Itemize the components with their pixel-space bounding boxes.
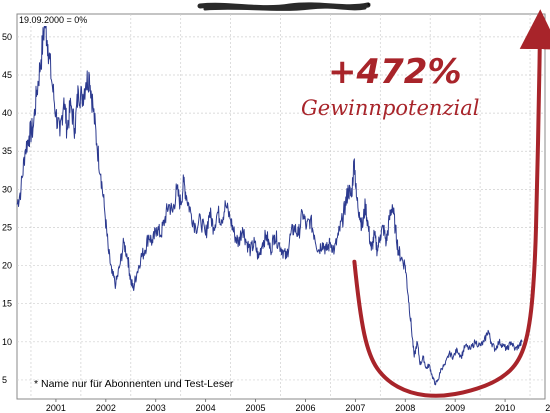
y-tick-label: 45	[2, 70, 12, 80]
base-label: 19.09.2000 = 0%	[19, 15, 87, 25]
redacted-title: *	[197, 1, 371, 11]
x-axis-ticks: 2001 2002 2003 2004 2005 2006 2007 2008 2009 2010…	[46, 399, 550, 413]
annotation	[352, 9, 550, 398]
y-tick-label: 15	[2, 299, 12, 309]
plot-area	[16, 13, 546, 400]
x-tick-label: 2006	[295, 403, 315, 413]
x-tick-label: 2009	[445, 403, 465, 413]
y-tick-label: 40	[2, 108, 12, 118]
redaction-scribble-2	[203, 5, 367, 11]
y-axis-ticks: 5 10 15 20 25 30 35 40 45 50	[2, 32, 12, 385]
y-tick-label: 50	[2, 32, 12, 42]
series-layer	[16, 17, 523, 386]
annotation-headline: +472%	[328, 52, 462, 92]
y-tick-label: 20	[2, 261, 12, 271]
footnote: * Name nur für Abonnenten und Test-Leser	[34, 378, 234, 390]
y-tick-label: 30	[2, 184, 12, 194]
x-tick-label: 2010	[495, 403, 515, 413]
x-tick-label: 2005	[246, 403, 266, 413]
y-tick-label: 25	[2, 222, 12, 232]
x-tick-label: 2002	[96, 403, 116, 413]
x-tick-label: 2007	[345, 403, 365, 413]
y-tick-label: 35	[2, 146, 12, 156]
y-tick-label: 10	[2, 337, 12, 347]
series-line-0	[16, 17, 523, 386]
x-tick-label: 2011	[545, 403, 550, 413]
x-tick-label: 2003	[146, 403, 166, 413]
title-asterisk: *	[367, 1, 371, 11]
base-label-bg	[18, 15, 86, 26]
y-tick-label: 5	[2, 375, 7, 385]
x-tick-label: 2001	[46, 403, 66, 413]
redaction-scribble	[197, 2, 371, 11]
x-tick-label: 2004	[196, 403, 216, 413]
x-tick-label: 2008	[395, 403, 415, 413]
annotation-subtitle: Gewinnpotenzial	[301, 96, 479, 120]
potential-arrow	[352, 9, 550, 398]
grid	[17, 14, 545, 399]
